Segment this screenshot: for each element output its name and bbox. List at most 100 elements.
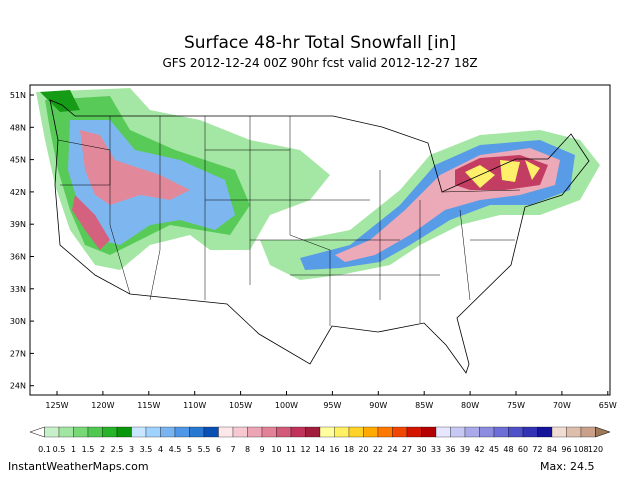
- lon-label: 105W: [229, 401, 252, 410]
- colorbar-label: 7: [230, 445, 235, 454]
- colorbar-swatch: [189, 426, 205, 438]
- lon-label: 115W: [137, 401, 160, 410]
- colorbar-swatch: [522, 426, 538, 438]
- colorbar-label: 24: [387, 445, 397, 454]
- title: Surface 48-hr Total Snowfall [in]: [184, 33, 456, 53]
- colorbar-label: 3.5: [140, 445, 153, 454]
- colorbar-swatch: [87, 426, 103, 438]
- colorbar-swatch: [58, 426, 74, 438]
- lon-label: 110W: [183, 401, 206, 410]
- lat-label: 42N: [10, 188, 26, 197]
- colorbar-swatch: [595, 426, 611, 438]
- lon-label: 95W: [323, 401, 341, 410]
- colorbar-label: 0.1: [38, 445, 51, 454]
- colorbar-swatch: [203, 426, 219, 438]
- colorbar-swatch: [537, 426, 553, 438]
- colorbar-label: 3: [129, 445, 134, 454]
- colorbar-swatch: [334, 426, 350, 438]
- lat-label: 24N: [10, 382, 26, 391]
- colorbar-swatch: [174, 426, 190, 438]
- colorbar-label: 14: [315, 445, 325, 454]
- colorbar-label: 2: [100, 445, 105, 454]
- colorbar-label: 48: [503, 445, 513, 454]
- colorbar-swatch: [290, 426, 306, 438]
- colorbar-label: 108: [573, 445, 588, 454]
- colorbar-swatch: [102, 426, 118, 438]
- lat-label: 33N: [10, 285, 26, 294]
- snowfall-field: [36, 88, 600, 280]
- us-outline: [49, 99, 590, 374]
- state-borders: [57, 116, 521, 326]
- map-frame: [29, 84, 611, 396]
- colorbar-label: 96: [561, 445, 571, 454]
- colorbar-label: 72: [532, 445, 542, 454]
- colorbar-label: 8: [245, 445, 250, 454]
- colorbar-swatch: [305, 426, 321, 438]
- colorbar-label: 1: [71, 445, 76, 454]
- colorbar-label: 4: [158, 445, 163, 454]
- colorbar-swatch: [508, 426, 524, 438]
- colorbar-label: 10: [271, 445, 281, 454]
- colorbar-swatch: [450, 426, 466, 438]
- colorbar-swatch: [319, 426, 335, 438]
- colorbar-label: 2.5: [111, 445, 124, 454]
- colorbar-swatch: [276, 426, 292, 438]
- colorbar-swatch: [73, 426, 89, 438]
- colorbar-swatch: [131, 426, 147, 438]
- footer: InstantWeatherMaps.com: [8, 460, 149, 473]
- colorbar-label: 22: [373, 445, 383, 454]
- lon-label: 120W: [91, 401, 114, 410]
- colorbar-label: 18: [344, 445, 354, 454]
- lon-label: 75W: [507, 401, 525, 410]
- colorbar-label: 60: [518, 445, 528, 454]
- colorbar-label: 0.5: [53, 445, 66, 454]
- colorbar-label: 36: [445, 445, 455, 454]
- colorbar-label: 45: [489, 445, 499, 454]
- lat-label: 39N: [10, 220, 26, 229]
- lat-label: 45N: [10, 156, 26, 165]
- lat-label: 27N: [10, 349, 26, 358]
- subtitle: GFS 2012-12-24 00Z 90hr fcst valid 2012-…: [162, 56, 477, 70]
- colorbar-swatch: [377, 426, 393, 438]
- colorbar-swatch: [247, 426, 263, 438]
- colorbar-label: 5: [187, 445, 192, 454]
- lon-label: 70W: [553, 401, 571, 410]
- colorbar-label: 5.5: [198, 445, 211, 454]
- colorbar-label: 1.5: [82, 445, 95, 454]
- map: 51N 48N 45N 42N 39N 36N 33N 30N 27N 24N 125W 120W 1…: [10, 84, 617, 410]
- colorbar-swatch: [44, 426, 60, 438]
- colorbar-label: 120: [588, 445, 603, 454]
- lon-label: 80W: [461, 401, 479, 410]
- colorbar-swatch: [406, 426, 422, 438]
- colorbar-label: 12: [300, 445, 310, 454]
- lon-label: 90W: [369, 401, 387, 410]
- colorbar-swatch: [551, 426, 567, 438]
- colorbar-swatch: [392, 426, 408, 438]
- colorbar-label: 39: [460, 445, 470, 454]
- colorbar-swatch: [464, 426, 480, 438]
- colorbar-swatch: [435, 426, 451, 438]
- colorbar: 0.1 0.5 1 1.5 2 2.5 3 3.5 4 4.5 5 5.5 6 7 8 9 10 11 12 14 16…: [29, 426, 611, 454]
- lat-label: 51N: [10, 91, 26, 100]
- colorbar-swatch: [421, 426, 437, 438]
- colorbar-swatch: [580, 426, 596, 438]
- colorbar-swatch: [160, 426, 176, 438]
- colorbar-label: 33: [431, 445, 441, 454]
- max-label: Max: 24.5: [540, 460, 594, 473]
- colorbar-label: 20: [358, 445, 368, 454]
- colorbar-label: 30: [416, 445, 426, 454]
- colorbar-label: 27: [402, 445, 412, 454]
- colorbar-label: 11: [286, 445, 296, 454]
- colorbar-swatch: [348, 426, 364, 438]
- lon-label: 125W: [45, 401, 68, 410]
- colorbar-swatch: [261, 426, 277, 438]
- lon-label: 100W: [275, 401, 298, 410]
- colorbar-label: 16: [329, 445, 339, 454]
- colorbar-label: 84: [547, 445, 557, 454]
- lon-label: 85W: [415, 401, 433, 410]
- colorbar-swatch: [363, 426, 379, 438]
- colorbar-swatch: [479, 426, 495, 438]
- lat-label: 48N: [10, 123, 26, 132]
- colorbar-swatch: [116, 426, 132, 438]
